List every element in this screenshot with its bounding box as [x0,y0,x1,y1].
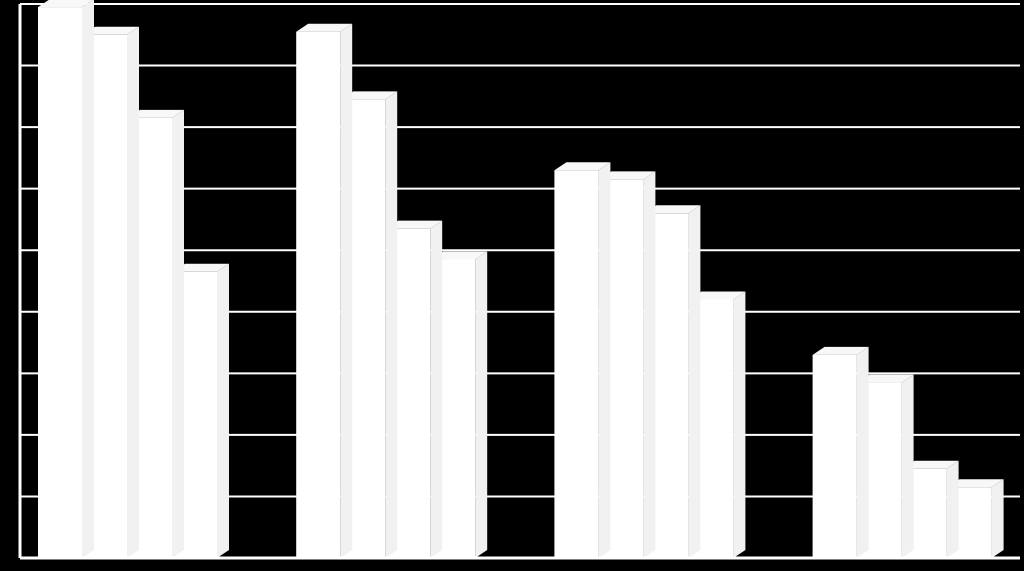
bar-side [82,0,94,558]
bar [813,355,857,558]
bar [554,170,598,558]
bar-chart [0,0,1024,571]
bar-side [475,251,487,558]
bar-side [643,171,655,558]
chart-svg [0,0,1024,571]
bar [38,7,82,558]
bar [296,32,340,558]
bar-side [127,27,139,558]
bar-side [688,205,700,558]
bar-side [857,347,869,558]
bar-side [172,110,184,558]
bar-side [217,264,229,558]
bar-side [947,461,959,558]
bar-side [992,479,1004,558]
bar-side [430,221,442,558]
bar-side [902,375,914,558]
bar-side [733,291,745,558]
bar-side [598,162,610,558]
bar-side [340,24,352,558]
bar-side [385,91,397,558]
